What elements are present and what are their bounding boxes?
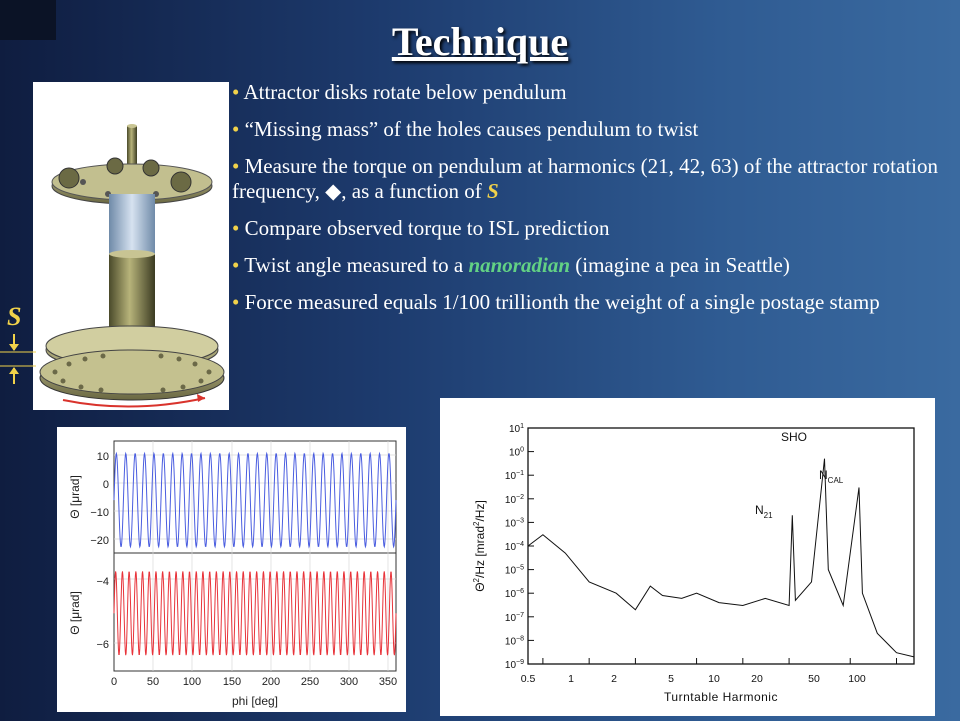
spectrum-ytick: 100 — [509, 447, 524, 459]
top-ytick: 0 — [103, 479, 109, 491]
spectrum-xlabel: Turntable Harmonic — [664, 690, 778, 704]
xtick: 250 — [301, 676, 319, 688]
bullet-text: Measure the torque on pendulum at harmon… — [232, 154, 938, 203]
spectrum-ylabel-part: 2 — [472, 521, 481, 526]
spectrum-ytick: 10−4 — [505, 541, 524, 553]
separation-arrows — [0, 334, 36, 384]
top-ylabel: Θ [μrad] — [68, 475, 82, 519]
spectrum-ylabel-part: /Hz] — [473, 500, 487, 521]
spectrum-ylabel-part: Θ — [473, 582, 487, 591]
spectrum-frame — [527, 427, 915, 665]
spectrum-xtick: 100 — [848, 673, 866, 685]
spectrum-xtick: 5 — [668, 673, 674, 685]
spectrum-ytick: 10−3 — [505, 517, 524, 529]
n21-peak-label: N21 — [755, 503, 773, 520]
sphere-left — [58, 167, 80, 189]
bullet-attractor-disks: • Attractor disks rotate below pendulum — [232, 80, 952, 105]
ncal-peak-label: NCAL — [819, 468, 844, 485]
bullet-twist-angle: • Twist angle measured to a nanoradian (… — [232, 253, 952, 278]
n21-label-sub: 21 — [764, 511, 773, 520]
sphere-right — [170, 171, 192, 193]
bullet-marker: • — [232, 80, 240, 104]
bullet-marker: • — [232, 290, 240, 314]
spectrum-xtick: 50 — [808, 673, 820, 685]
spectrum-ytick: 101 — [509, 423, 524, 435]
xtick: 150 — [223, 676, 241, 688]
spectrum-ytick: 10−2 — [505, 494, 524, 506]
spectrum-ytick: 10−6 — [505, 588, 524, 600]
bullet-text: (imagine a pea in Seattle) — [570, 253, 790, 277]
separation-symbol: S — [487, 179, 499, 203]
spectrum-trace — [527, 458, 915, 658]
corner-shade — [0, 0, 56, 40]
spectrum-ytick: 10−1 — [505, 470, 524, 482]
spectrum-svg: 0.5 1 2 5 10 20 50 100 Turntable Harmoni… — [472, 423, 915, 704]
bullet-text: Attractor disks rotate below pendulum — [243, 80, 567, 104]
bullet-marker: • — [232, 216, 240, 240]
spectrum-xtick: 2 — [611, 673, 617, 685]
bullet-measure-torque: • Measure the torque on pendulum at harm… — [232, 154, 952, 204]
sho-peak-label: SHO — [781, 430, 807, 444]
bullet-text: Force measured equals 1/100 trillionth t… — [244, 290, 880, 314]
xtick: 350 — [379, 676, 397, 688]
xtick: 0 — [111, 676, 117, 688]
bullet-missing-mass: • “Missing mass” of the holes causes pen… — [232, 117, 952, 142]
n21-label-main: N — [755, 503, 764, 517]
bullet-list: • Attractor disks rotate below pendulum … — [232, 80, 952, 327]
bullet-text: , as a function of — [341, 179, 488, 203]
bullet-text: “Missing mass” of the holes causes pendu… — [244, 117, 699, 141]
nanoradian-emphasis: nanoradian — [468, 253, 570, 277]
spectrum-ytick: 10−7 — [505, 612, 524, 624]
pendulum-drawing — [33, 82, 229, 410]
slide-title: Technique — [391, 19, 569, 64]
time-series-xlabel: phi [deg] — [232, 694, 278, 708]
bullet-marker: • — [232, 117, 240, 141]
spectrum-ylabel-part: 2 — [472, 577, 481, 582]
spectrum-ytick: 10−5 — [505, 565, 524, 577]
xtick: 50 — [147, 676, 159, 688]
bullet-force-measured: • Force measured equals 1/100 trillionth… — [232, 290, 952, 315]
red-torque-trace — [113, 571, 397, 656]
spectrum-ylabel: Θ2/Hz [mrad2/Hz] — [472, 500, 487, 592]
time-series-figure: 10 0 −10 −20 −4 −6 Θ [μrad] Θ [μrad] 0 5… — [57, 427, 406, 712]
omega-symbol: ◆ — [325, 179, 342, 203]
rotation-arrow — [62, 397, 206, 408]
bullet-text: Twist angle measured to a — [244, 253, 469, 277]
spectrum-xtick: 10 — [708, 673, 720, 685]
spectrum-ytick: 10−9 — [505, 659, 524, 671]
spectrum-figure: 0.5 1 2 5 10 20 50 100 Turntable Harmoni… — [440, 398, 935, 716]
spectrum-ytick: 10−8 — [505, 635, 524, 647]
spectrum-xtick: 20 — [751, 673, 763, 685]
pendulum-illustration — [33, 82, 229, 410]
bottom-ytick: −4 — [96, 576, 109, 588]
top-ytick: −10 — [90, 507, 109, 519]
blue-torque-trace — [113, 451, 397, 549]
top-ytick: −20 — [90, 535, 109, 547]
fiber-rod — [127, 126, 137, 172]
ncal-label-sub: CAL — [828, 476, 844, 485]
bullet-marker: • — [232, 253, 240, 277]
xtick: 300 — [340, 676, 358, 688]
spectrum-ylabel-part: /Hz [mrad — [473, 526, 487, 578]
separation-label: S — [7, 302, 22, 331]
bottom-ytick: −6 — [96, 639, 109, 651]
bullet-compare-isl: • Compare observed torque to ISL predict… — [232, 216, 952, 241]
ncal-label-main: N — [819, 468, 828, 482]
xtick: 200 — [262, 676, 280, 688]
mirror-section — [109, 194, 155, 254]
bullet-marker: • — [232, 154, 240, 178]
spectrum-xtick: 1 — [568, 673, 574, 685]
bullet-text: Compare observed torque to ISL predictio… — [244, 216, 610, 240]
xtick: 100 — [183, 676, 201, 688]
bottom-ylabel: Θ [μrad] — [68, 591, 82, 635]
time-series-svg: 10 0 −10 −20 −4 −6 Θ [μrad] Θ [μrad] 0 5… — [68, 440, 397, 708]
spectrum-xtick: 0.5 — [521, 673, 536, 685]
top-ytick: 10 — [97, 451, 109, 463]
